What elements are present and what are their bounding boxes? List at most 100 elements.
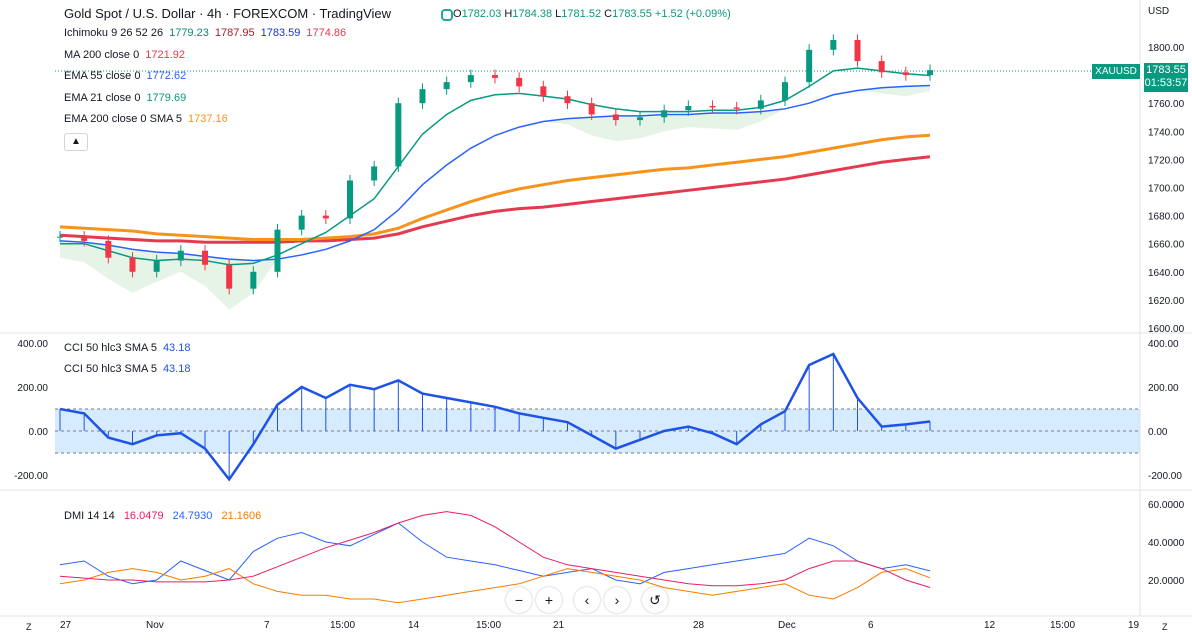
time-tick-label: 14 [408, 620, 420, 631]
bar-countdown: 01:53:57 [1144, 77, 1188, 89]
candle-body [250, 271, 257, 289]
currency-label[interactable]: USD [1148, 6, 1170, 17]
price-tick-label: 1720.00 [1148, 155, 1185, 166]
cci-legend-2: CCI 50 hlc3 SMA 5 43.18 [64, 363, 191, 375]
time-tick-label: Nov [146, 620, 164, 631]
candle-body [371, 166, 378, 181]
cci-tick-label: -200.00 [1148, 471, 1182, 482]
zoom-out-button[interactable]: − [506, 587, 532, 613]
candle-body [516, 77, 523, 87]
dmi-tick-label: 60.0000 [1148, 500, 1185, 511]
candle-body [395, 103, 402, 167]
candle-body [153, 260, 160, 272]
price-tick-label: 1640.00 [1148, 268, 1185, 279]
candle-body [129, 257, 136, 272]
close-value: 1783.55 [612, 8, 652, 20]
dmi-line-2 [59, 511, 931, 588]
candle-body [830, 39, 837, 50]
dmi-tick-label: 40.0000 [1148, 538, 1185, 549]
legend-row-3[interactable]: EMA 21 close 0 1779.69 [64, 92, 186, 104]
time-tick-label: 6 [868, 620, 874, 631]
chevron-up-icon[interactable]: ▲ [64, 133, 88, 151]
time-tick-label: 27 [60, 620, 72, 631]
candle-body [226, 264, 233, 289]
legend-row-1[interactable]: MA 200 close 0 1721.92 [64, 49, 185, 61]
zoom-icon-right[interactable]: Z [1162, 622, 1168, 632]
chart-toolbar: − + ‹ › ↺ [506, 587, 668, 613]
cci-tick-label-left: 0.00 [29, 427, 49, 438]
price-tick-label: 1660.00 [1148, 240, 1185, 251]
cci-tick-label-left: 400.00 [17, 339, 48, 350]
legend-value: 1737.16 [188, 113, 228, 125]
price-tick-label: 1620.00 [1148, 296, 1185, 307]
legend-row-4[interactable]: EMA 200 close 0 SMA 5 1737.16 [64, 113, 228, 125]
candle-body [637, 117, 643, 121]
candle-body [105, 240, 112, 258]
price-pane [57, 34, 933, 310]
last-price: 1783.55 [1146, 64, 1186, 76]
price-tick-label: 1800.00 [1148, 43, 1185, 54]
series-line-ema-55 [59, 84, 931, 262]
legend-row-0[interactable]: Ichimoku 9 26 52 26 1779.23 1787.95 1783.59… [64, 27, 346, 39]
time-tick-label: 15:00 [1050, 620, 1076, 631]
candle-body [202, 250, 208, 265]
price-tick-label: 1600.00 [1148, 324, 1185, 335]
scroll-left-button[interactable]: ‹ [574, 587, 600, 613]
series-line-ema-200 [59, 133, 931, 241]
legend-label: Ichimoku 9 26 52 26 [64, 27, 164, 39]
candle-body [854, 39, 861, 62]
scroll-right-button[interactable]: › [604, 587, 630, 613]
candle-body [902, 72, 909, 76]
candle-body [661, 110, 668, 118]
candle-body [81, 236, 88, 241]
candle-body [57, 236, 63, 238]
legend-label: EMA 55 close 0 [64, 70, 141, 82]
price-tick-label: 1700.00 [1148, 184, 1185, 195]
ohlc-values: O1782.03 H1784.38 L1781.52 C1783.55 +1.5… [453, 8, 731, 20]
candle-body [878, 61, 885, 73]
legend-value: 1779.69 [146, 91, 187, 104]
candle-body [322, 215, 329, 219]
low-value: 1781.52 [561, 8, 602, 20]
legend-label: MA 200 close 0 [64, 48, 140, 61]
candle-body [443, 82, 450, 90]
market-status-icon [441, 9, 453, 21]
cci-tick-label: 400.00 [1148, 339, 1179, 350]
time-tick-label: 7 [264, 620, 270, 631]
time-tick-label: Dec [778, 620, 796, 631]
cci-tick-label-left: 200.00 [17, 383, 48, 394]
symbol-title[interactable]: Gold Spot / U.S. Dollar · 4h · FOREXCOM … [64, 6, 392, 21]
legend-label: EMA 21 close 0 [64, 91, 141, 104]
candle-body [540, 86, 547, 97]
legend-value: 1774.86 [306, 27, 347, 39]
dmi-line-0 [59, 522, 931, 585]
candle-body [927, 70, 933, 76]
candle-body [685, 106, 692, 111]
reset-button[interactable]: ↺ [642, 587, 668, 613]
cci-tick-label: 200.00 [1148, 383, 1179, 394]
time-tick-label: 28 [693, 620, 705, 631]
candle-body [709, 106, 716, 108]
legend-value: 1779.23 [169, 27, 209, 39]
candle-body [492, 75, 498, 78]
time-tick-label: 12 [984, 620, 996, 631]
dmi-line-1 [59, 568, 931, 604]
candle-body [419, 89, 426, 104]
legend-value: 1783.59 [260, 27, 301, 39]
zoom-in-button[interactable]: + [536, 587, 562, 613]
legend-value: 1787.95 [214, 27, 255, 39]
legend-row-2[interactable]: EMA 55 close 0 1772.62 [64, 70, 186, 82]
zoom-icon[interactable]: Z [26, 622, 32, 632]
open-value: 1782.03 [461, 8, 502, 20]
high-value: 1784.38 [512, 8, 553, 20]
candle-body [467, 75, 474, 83]
candle-body [274, 229, 281, 272]
legend-value: 1721.92 [145, 48, 185, 61]
candle-body [733, 107, 740, 109]
cci-axis: 400.00 400.00 200.00 200.00 0.00 0.00 -200.00 -… [14, 339, 1182, 482]
candle-body [177, 250, 184, 261]
chart-header: Gold Spot / U.S. Dollar · 4h · FOREXCOM … [64, 6, 391, 21]
series-line-ma-200 [59, 155, 931, 244]
dmi-axis: 60.0000 40.0000 20.0000 [1148, 500, 1185, 587]
price-tick-label: 1760.00 [1148, 99, 1185, 110]
